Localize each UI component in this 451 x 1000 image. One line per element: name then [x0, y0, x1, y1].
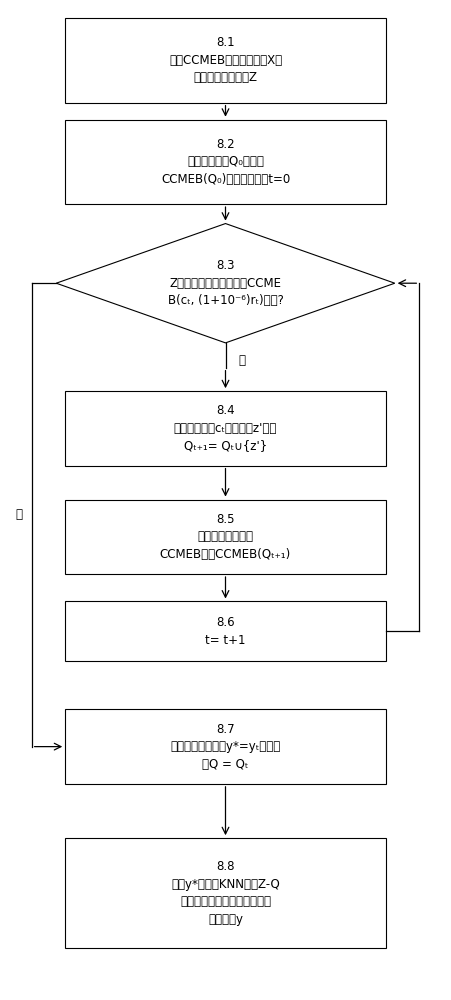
Text: 8.1
对照CCMEB理论，数据集X扩
展新维成新数据集Z: 8.1 对照CCMEB理论，数据集X扩 展新维成新数据集Z [169, 36, 282, 84]
FancyBboxPatch shape [65, 500, 386, 574]
Text: 8.7
返回参照指示向量y*=yₜ和核心
集Q = Qₜ: 8.7 返回参照指示向量y*=yₜ和核心 集Q = Qₜ [170, 723, 281, 771]
Text: 8.5
计算当前核心集的
CCMEB，即CCMEB(Qₜ₊₁): 8.5 计算当前核心集的 CCMEB，即CCMEB(Qₜ₊₁) [160, 513, 291, 561]
Polygon shape [56, 224, 395, 343]
FancyBboxPatch shape [65, 838, 386, 948]
Text: 否: 否 [239, 354, 246, 367]
Text: 是: 是 [16, 508, 23, 521]
FancyBboxPatch shape [65, 709, 386, 784]
Text: 8.3
Z中所有数据点都被球体CCME
B(cₜ, (1+10⁻⁶)rₜ)包围?: 8.3 Z中所有数据点都被球体CCME B(cₜ, (1+10⁻⁶)rₜ)包围? [168, 259, 283, 307]
Text: 8.8
依据y*，基于KNN确定Z-Q
数据点类别，得最终完整聚类
指示向量y: 8.8 依据y*，基于KNN确定Z-Q 数据点类别，得最终完整聚类 指示向量y [171, 860, 280, 926]
FancyBboxPatch shape [65, 120, 386, 204]
FancyBboxPatch shape [65, 391, 386, 466]
FancyBboxPatch shape [65, 601, 386, 661]
FancyBboxPatch shape [65, 18, 386, 103]
Text: 8.2
初始化核心集Q₀，计算
CCMEB(Q₀)，设置计数器t=0: 8.2 初始化核心集Q₀，计算 CCMEB(Q₀)，设置计数器t=0 [161, 138, 290, 186]
Text: 8.4
找球外离球心cₜ最近的点z'，令
Qₜ₊₁= Qₜ∪{z'}: 8.4 找球外离球心cₜ最近的点z'，令 Qₜ₊₁= Qₜ∪{z'} [174, 404, 277, 452]
Text: 8.6
t= t+1: 8.6 t= t+1 [205, 616, 246, 647]
